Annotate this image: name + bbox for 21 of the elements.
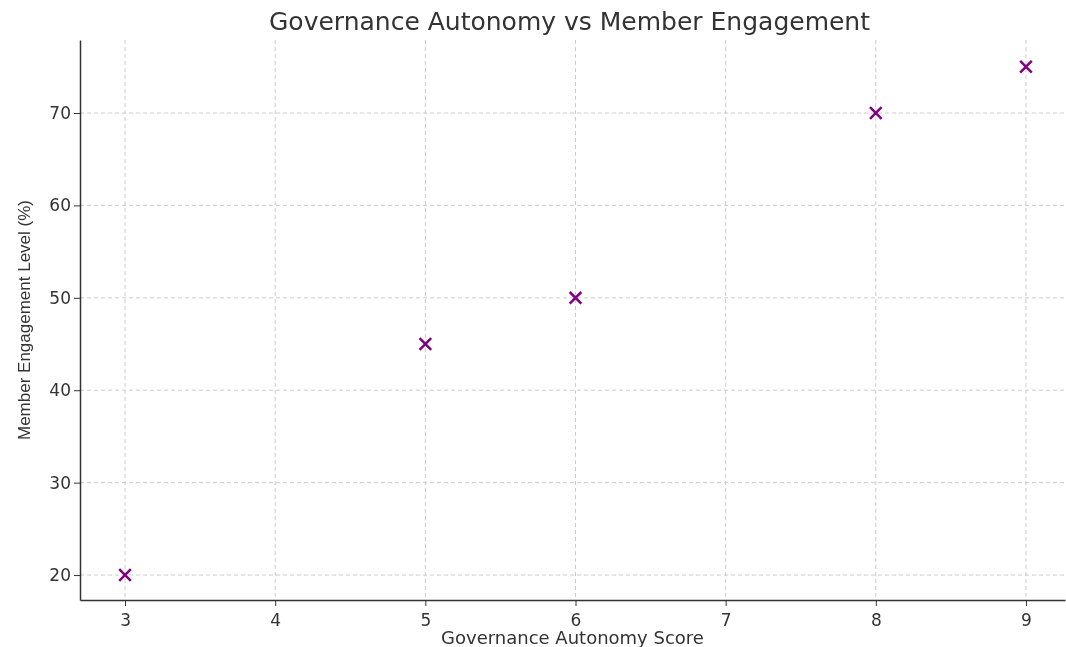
point	[868, 105, 883, 121]
x-tick-label: 5	[420, 610, 432, 630]
x-tick-label: 6	[570, 610, 582, 630]
y-tick-label: 50	[49, 287, 71, 308]
y-tick-label: 60	[49, 195, 71, 216]
y-tick-label: 20	[49, 564, 71, 585]
y-tick-label: 40	[49, 380, 71, 401]
point	[418, 336, 433, 352]
x-axis-title: Governance Autonomy Score	[441, 627, 704, 647]
y-tick-label: 30	[49, 472, 71, 493]
y-axis-title: Member Engagement Level (%)	[15, 199, 34, 441]
point	[1018, 59, 1034, 74]
y-tick-label: 70	[49, 102, 71, 123]
x-tick-label: 9	[1021, 610, 1032, 630]
point	[117, 567, 133, 583]
x-tick-label: 3	[120, 610, 131, 630]
x-tick-label: 4	[270, 610, 282, 630]
point	[568, 290, 583, 305]
chart-title: Governance Autonomy vs Member Engagement	[268, 7, 871, 36]
x-tick-label: 8	[870, 610, 882, 630]
x-tick-label: 7	[720, 610, 732, 630]
